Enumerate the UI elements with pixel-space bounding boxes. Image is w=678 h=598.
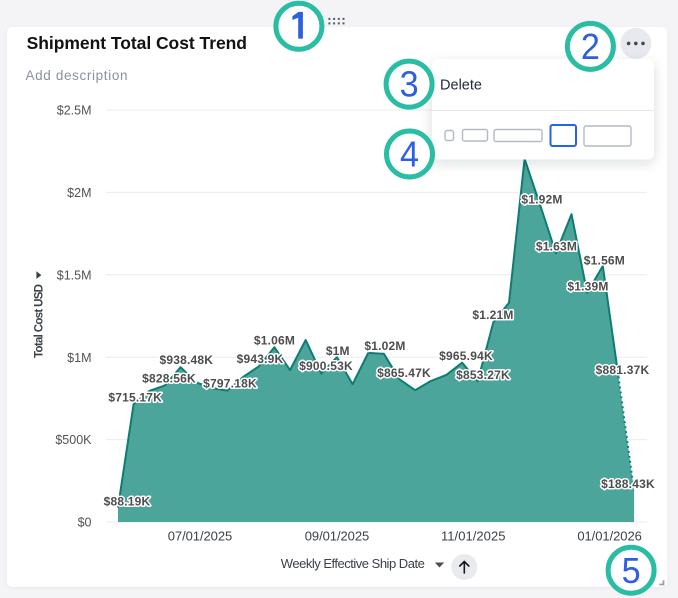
svg-text:Delete: Delete [440,78,482,94]
svg-text:2: 2 [581,27,600,67]
svg-text:3: 3 [400,65,419,105]
svg-text:$865.47K: $865.47K [377,366,431,380]
svg-text:$943.9K: $943.9K [237,352,284,366]
svg-text:$1M: $1M [326,344,350,358]
svg-text:Total Cost USD: Total Cost USD [33,284,45,358]
svg-text:$500K: $500K [55,433,92,447]
svg-text:$1.02M: $1.02M [364,339,405,353]
svg-text:$1.06M: $1.06M [254,334,295,348]
svg-text:$828.56K: $828.56K [142,372,196,386]
svg-text:$797.18K: $797.18K [203,376,257,390]
svg-text:$88.19K: $88.19K [104,495,151,509]
svg-text:4: 4 [400,135,419,175]
svg-text:$2.5M: $2.5M [57,104,92,118]
svg-text:$1.5M: $1.5M [57,268,92,282]
svg-text:$938.48K: $938.48K [159,353,213,367]
svg-text:$188.43K: $188.43K [601,477,655,491]
svg-text:Weekly Effective Ship Date: Weekly Effective Ship Date [281,556,425,571]
svg-text:Shipment Total Cost Trend: Shipment Total Cost Trend [27,33,247,53]
svg-text:$965.94K: $965.94K [439,349,493,363]
svg-text:11/01/2025: 11/01/2025 [441,529,506,544]
svg-text:Add description: Add description [26,68,128,83]
svg-text:$715.17K: $715.17K [108,391,162,405]
svg-text:$1.39M: $1.39M [567,279,608,293]
svg-text:$1.21M: $1.21M [472,308,513,322]
svg-text:5: 5 [622,551,641,591]
svg-text:$1.92M: $1.92M [521,192,562,206]
svg-text:$1.56M: $1.56M [584,253,625,267]
svg-text:$1.63M: $1.63M [536,240,577,254]
svg-text:09/01/2025: 09/01/2025 [305,529,370,544]
svg-text:$2M: $2M [67,186,91,200]
svg-text:$853.27K: $853.27K [456,368,510,382]
svg-text:01/01/2026: 01/01/2026 [577,529,642,544]
svg-text:$1M: $1M [67,351,91,365]
svg-text:$881.37K: $881.37K [596,363,650,377]
svg-text:$900.53K: $900.53K [299,359,353,373]
svg-text:$0: $0 [78,516,92,530]
svg-text:07/01/2025: 07/01/2025 [168,529,233,544]
